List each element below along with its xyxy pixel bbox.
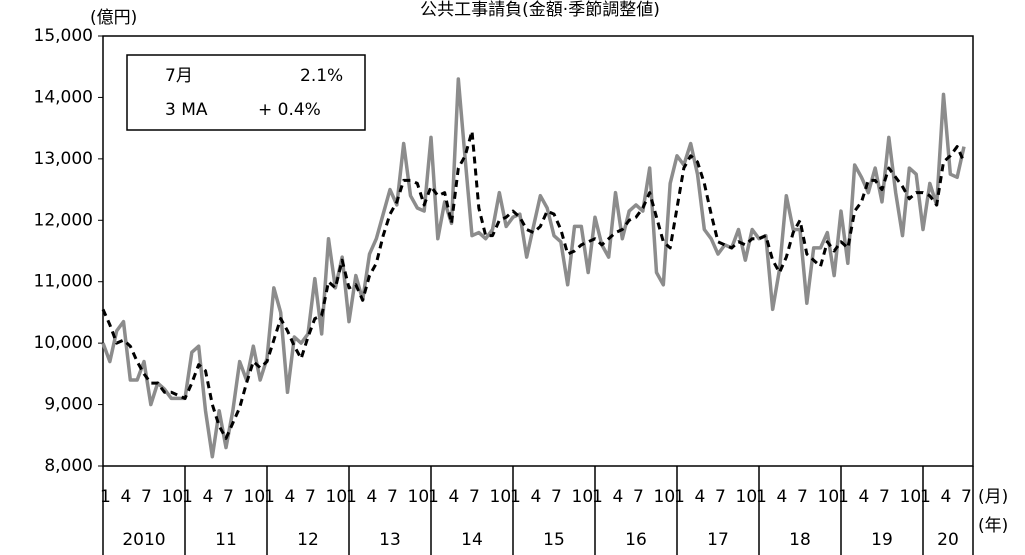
x-tick-label: 10: [162, 487, 184, 507]
year-label: 18: [789, 530, 811, 550]
x-tick-label: 7: [797, 487, 808, 507]
x-tick-label: 10: [326, 487, 348, 507]
year-label: 12: [297, 530, 319, 550]
x-tick-label: 7: [633, 487, 644, 507]
series-line: [101, 129, 966, 440]
x-tick-label: 10: [244, 487, 266, 507]
x-tick-label: 1: [100, 487, 111, 507]
y-tick-label: 11,000: [34, 272, 93, 292]
x-tick-label: 7: [223, 487, 234, 507]
x-tick-label: 10: [408, 487, 430, 507]
x-tick-label: 1: [592, 487, 603, 507]
year-label: 2010: [122, 530, 165, 550]
x-tick-label: 1: [510, 487, 521, 507]
x-tick-label: 7: [715, 487, 726, 507]
x-tick-label: 4: [531, 487, 542, 507]
y-tick-label: 15,000: [34, 26, 93, 46]
year-label: 17: [707, 530, 729, 550]
x-tick-label: 1: [838, 487, 849, 507]
y-tick-label: 12,000: [34, 210, 93, 230]
y-tick-label: 10,000: [34, 333, 93, 353]
year-label: 19: [871, 530, 893, 550]
y-tick-label: 9,000: [44, 395, 93, 415]
year-label: 15: [543, 530, 565, 550]
year-label: 20: [937, 530, 959, 550]
x-tick-label: 7: [141, 487, 152, 507]
x-tick-label: 7: [305, 487, 316, 507]
x-tick-label: 1: [182, 487, 193, 507]
x-tick-label: 1: [346, 487, 357, 507]
x-tick-label: 7: [879, 487, 890, 507]
year-label: 16: [625, 530, 647, 550]
year-unit: (年): [978, 516, 1008, 536]
x-tick-label: 10: [572, 487, 594, 507]
info-value: 2.1%: [300, 66, 343, 86]
y-tick-label: 13,000: [34, 149, 93, 169]
plot-frame: [102, 35, 974, 467]
x-tick-label: 7: [387, 487, 398, 507]
x-tick-label: 10: [736, 487, 758, 507]
x-tick-label: 10: [654, 487, 676, 507]
x-tick-label: 4: [777, 487, 788, 507]
month-unit: (月): [978, 487, 1008, 507]
chart-title: 公共工事請負(金額·季節調整値): [420, 0, 660, 20]
x-tick-label: 1: [756, 487, 767, 507]
x-tick-label: 1: [920, 487, 931, 507]
series-line: [101, 77, 966, 459]
x-tick-label: 1: [264, 487, 275, 507]
x-tick-label: 4: [285, 487, 296, 507]
x-tick-label: 4: [449, 487, 460, 507]
info-box: [126, 54, 366, 131]
y-tick-label: 14,000: [34, 87, 93, 107]
x-tick-label: 4: [613, 487, 624, 507]
year-label: 14: [461, 530, 483, 550]
x-tick-label: 4: [121, 487, 132, 507]
x-tick-label: 4: [941, 487, 952, 507]
y-tick-label: 8,000: [44, 456, 93, 476]
x-tick-label: 10: [818, 487, 840, 507]
info-label: 3 MA: [165, 100, 208, 120]
x-tick-label: 10: [490, 487, 512, 507]
x-tick-label: 1: [674, 487, 685, 507]
year-label: 11: [215, 530, 237, 550]
x-tick-label: 4: [695, 487, 706, 507]
info-value: + 0.4%: [258, 100, 321, 120]
x-tick-label: 7: [961, 487, 972, 507]
x-tick-label: 1: [428, 487, 439, 507]
info-label: 7月: [165, 66, 193, 86]
year-label: 13: [379, 530, 401, 550]
x-tick-label: 4: [367, 487, 378, 507]
y-unit: (億円): [90, 8, 137, 28]
x-tick-label: 4: [859, 487, 870, 507]
x-tick-label: 10: [900, 487, 922, 507]
x-tick-label: 7: [551, 487, 562, 507]
x-tick-label: 7: [469, 487, 480, 507]
x-tick-label: 4: [203, 487, 214, 507]
